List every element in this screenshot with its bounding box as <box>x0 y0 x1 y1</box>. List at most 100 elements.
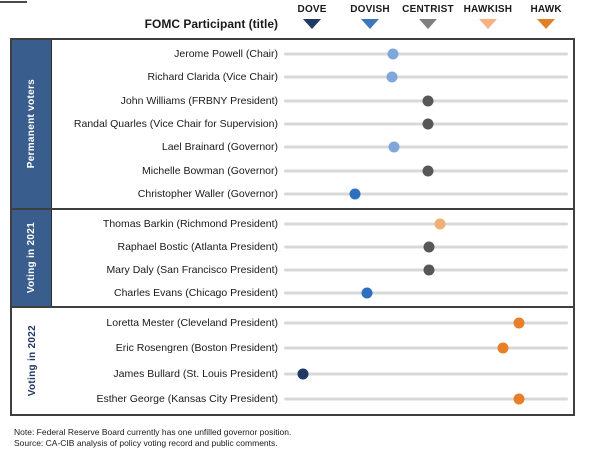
track-line <box>284 52 568 56</box>
track-line <box>284 321 568 325</box>
participant-name: James Bullard (St. Louis President) <box>113 367 278 380</box>
participant-name: John Williams (FRBNY President) <box>120 94 278 107</box>
scale-item-dove: DOVE <box>272 4 352 29</box>
section-label-col: Voting in 2022 <box>12 308 52 414</box>
section-label: Voting in 2022 <box>26 325 38 397</box>
track-line <box>284 397 568 401</box>
track-line <box>284 346 568 350</box>
stance-track <box>284 118 568 130</box>
scale-item-hawkish: HAWKISH <box>448 4 528 29</box>
section-2: Voting in 2022 Loretta Mester (Cleveland … <box>10 306 575 416</box>
participant-row: Charles Evans (Chicago President) <box>52 281 573 304</box>
participant-name: Charles Evans (Chicago President) <box>114 286 278 299</box>
stance-dot <box>422 95 434 107</box>
section-label: Voting in 2021 <box>26 222 37 294</box>
section-label-col: Permanent voters <box>12 40 52 208</box>
axis-label: FOMC Participant (title) <box>144 17 278 31</box>
stance-dot <box>349 188 361 200</box>
stance-dot <box>422 165 434 177</box>
stance-dot <box>497 342 509 354</box>
participant-row: Thomas Barkin (Richmond President) <box>52 212 573 235</box>
stance-track <box>284 95 568 107</box>
stance-dot <box>513 317 525 329</box>
stance-track <box>284 393 568 405</box>
participant-row: Jerome Powell (Chair) <box>52 42 573 65</box>
hawk-triangle-icon <box>537 19 556 29</box>
stance-track <box>284 342 568 354</box>
participant-row: Richard Clarida (Vice Chair) <box>52 65 573 88</box>
stance-track <box>284 241 568 253</box>
stance-track <box>284 317 568 329</box>
participant-name: Jerome Powell (Chair) <box>174 47 278 60</box>
stance-track <box>284 48 568 60</box>
dove-triangle-icon <box>303 19 322 29</box>
section-rows: Thomas Barkin (Richmond President) Raphae… <box>52 210 573 306</box>
source-line: Source: CA-CIB analysis of policy voting… <box>14 438 278 448</box>
scale-item-centrist: CENTRIST <box>388 4 468 29</box>
participant-name: Eric Rosengren (Boston President) <box>115 342 278 355</box>
scale-label: CENTRIST <box>402 4 454 15</box>
scale-label: HAWKISH <box>463 4 513 15</box>
participant-row: Raphael Bostic (Atlanta President) <box>52 235 573 258</box>
stance-dot <box>386 71 398 83</box>
participant-row: Michelle Bowman (Governor) <box>52 159 573 182</box>
participant-name: Michelle Bowman (Governor) <box>142 164 278 177</box>
stance-dot <box>423 241 435 252</box>
track-line <box>284 75 568 79</box>
track-line <box>284 222 568 225</box>
participant-name: Raphael Bostic (Atlanta President) <box>117 240 279 253</box>
hawkish-triangle-icon <box>478 19 497 29</box>
stance-dot <box>423 264 435 275</box>
stance-scale: DOVE DOVISH CENTRIST HAWKISH HAWK <box>284 0 568 38</box>
participant-row: Randal Quarles (Vice Chair for Supervisi… <box>52 112 573 135</box>
track-line <box>284 372 568 376</box>
participant-row: James Bullard (St. Louis President) <box>52 361 573 387</box>
stance-track <box>284 287 568 299</box>
participant-row: John Williams (FRBNY President) <box>52 89 573 112</box>
section-1: Voting in 2021 Thomas Barkin (Richmond Pr… <box>10 208 575 308</box>
section-rows: Jerome Powell (Chair) Richard Clarida (Vi… <box>52 40 573 208</box>
stance-track <box>284 165 568 177</box>
stance-track <box>284 368 568 380</box>
dovish-triangle-icon <box>361 19 380 29</box>
stance-dot <box>387 48 399 60</box>
participant-name: Richard Clarida (Vice Chair) <box>147 71 278 84</box>
stance-dot <box>434 218 446 229</box>
track-line <box>284 291 568 294</box>
stance-dot <box>513 393 525 405</box>
frame-artifact <box>0 1 27 3</box>
participant-name: Randal Quarles (Vice Chair for Supervisi… <box>73 117 278 130</box>
section-label-col: Voting in 2021 <box>12 210 52 306</box>
sections-container: Permanent voters Jerome Powell (Chair) Ric… <box>10 38 575 416</box>
section-label: Permanent voters <box>26 79 37 169</box>
scale-item-dovish: DOVISH <box>330 4 410 29</box>
participant-row: Christopher Waller (Governor) <box>52 183 573 206</box>
stance-track <box>284 218 568 230</box>
participant-name: Mary Daly (San Francisco President) <box>106 263 278 276</box>
section-rows: Loretta Mester (Cleveland President) Eric… <box>52 308 573 414</box>
stance-track <box>284 71 568 83</box>
stance-track <box>284 141 568 153</box>
stance-track <box>284 188 568 200</box>
participant-name: Lael Brainard (Governor) <box>161 141 278 154</box>
scale-item-hawk: HAWK <box>506 4 586 29</box>
participant-row: Esther George (Kansas City President) <box>52 387 573 413</box>
track-line <box>284 192 568 196</box>
participant-row: Mary Daly (San Francisco President) <box>52 258 573 281</box>
participant-row: Loretta Mester (Cleveland President) <box>52 310 573 336</box>
centrist-triangle-icon <box>418 19 437 29</box>
stance-track <box>284 264 568 276</box>
participant-row: Eric Rosengren (Boston President) <box>52 336 573 362</box>
stance-dot <box>422 118 434 130</box>
scale-label: DOVE <box>297 4 327 15</box>
participant-name: Christopher Waller (Governor) <box>137 188 278 201</box>
participant-row: Lael Brainard (Governor) <box>52 136 573 159</box>
section-0: Permanent voters Jerome Powell (Chair) Ric… <box>10 38 575 210</box>
scale-label: HAWK <box>530 4 562 15</box>
stance-dot <box>297 368 309 380</box>
stance-dot <box>388 141 400 153</box>
track-line <box>284 145 568 149</box>
participant-name: Esther George (Kansas City President) <box>96 393 279 406</box>
stance-dot <box>361 287 373 298</box>
